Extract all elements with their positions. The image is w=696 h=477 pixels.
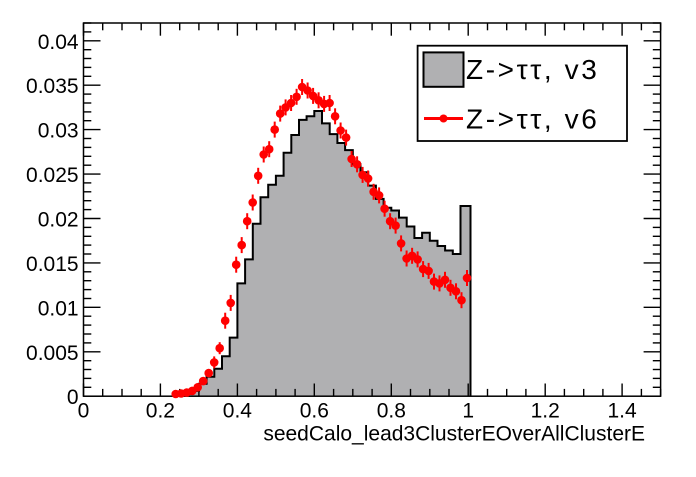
svg-text:0.015: 0.015	[26, 253, 79, 276]
svg-text:0.8: 0.8	[377, 399, 406, 422]
svg-text:0: 0	[67, 386, 79, 409]
svg-text:0.025: 0.025	[26, 164, 79, 187]
svg-text:0.6: 0.6	[300, 399, 329, 422]
svg-text:0: 0	[78, 399, 90, 422]
svg-text:0.04: 0.04	[38, 31, 79, 54]
svg-text:0.035: 0.035	[26, 75, 79, 98]
svg-text:0.03: 0.03	[38, 120, 79, 143]
svg-text:0.4: 0.4	[223, 399, 253, 422]
svg-text:1: 1	[462, 399, 474, 422]
svg-text:1.4: 1.4	[607, 399, 637, 422]
svg-text:Z->ττ, v3: Z->ττ, v3	[466, 54, 599, 85]
svg-text:0.01: 0.01	[38, 297, 79, 320]
svg-text:0.2: 0.2	[146, 399, 175, 422]
svg-text:seedCalo_lead3ClusterEOverAllC: seedCalo_lead3ClusterEOverAllClusterE	[263, 422, 645, 445]
svg-text:1.2: 1.2	[531, 399, 560, 422]
svg-text:Z->ττ, v6: Z->ττ, v6	[466, 104, 599, 135]
svg-text:0.02: 0.02	[38, 209, 79, 232]
svg-text:0.005: 0.005	[26, 342, 79, 365]
